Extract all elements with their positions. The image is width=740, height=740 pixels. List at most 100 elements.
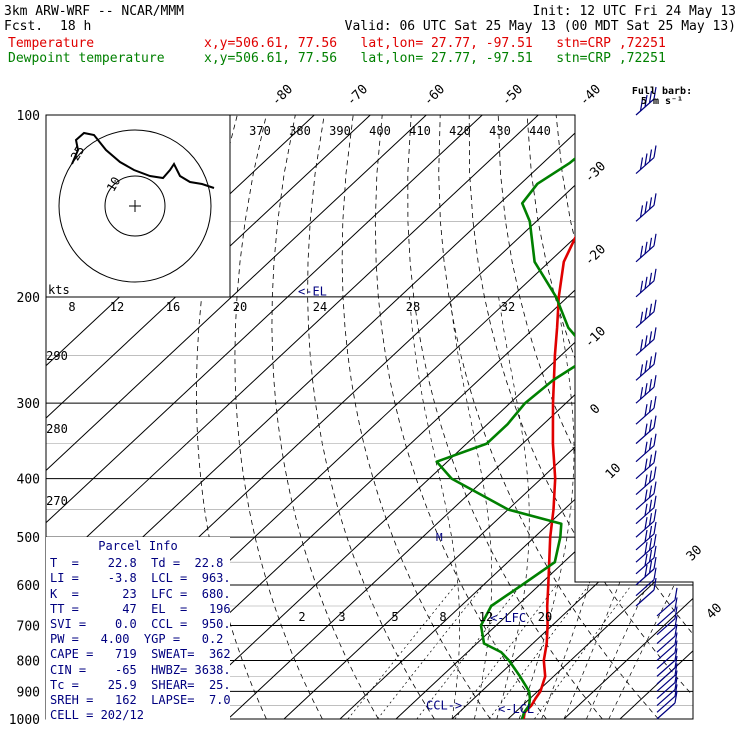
wind-barb-feather	[648, 560, 653, 574]
parcel-info-row: CIN = -65 HWBZ= 3638.	[50, 662, 231, 677]
isotherm-label: -40	[577, 82, 604, 109]
init-time: Init: 12 UTC Fri 24 May 13	[532, 4, 737, 19]
isotherm-line	[507, 115, 693, 720]
wind-barb-feather	[653, 352, 657, 365]
wind-barb-staff	[656, 659, 676, 677]
wind-barb	[635, 268, 657, 298]
wind-barb	[635, 521, 657, 551]
moist-adiabat-line	[563, 296, 693, 720]
hodo-ring-label-25: 25	[68, 143, 87, 163]
mixing-ratio-line	[347, 584, 456, 720]
theta-label: 440	[529, 124, 551, 138]
isotherm-line	[227, 115, 693, 720]
mixing-ratio-label: 2	[298, 610, 305, 624]
wind-barb	[656, 663, 678, 692]
wind-barb	[635, 534, 657, 563]
wind-barb-feather	[653, 495, 657, 508]
level-label-el: <-EL	[298, 285, 327, 299]
wind-barb-feather	[653, 145, 657, 158]
wind-barb-feather	[644, 276, 648, 289]
wind-barb-feather	[653, 567, 657, 580]
isotherm-label: 40	[704, 601, 726, 623]
wind-barb-staff	[656, 644, 676, 661]
wind-barb-feather	[639, 339, 644, 352]
parcel-info-row: K = 23 LFC = 680.	[50, 586, 231, 601]
pressure-tick-label: 900	[17, 685, 40, 700]
parcel-info-row: T = 22.8 Td = 22.8	[50, 556, 224, 571]
moist-adiabat-line	[608, 296, 693, 720]
wind-barb-feather	[644, 474, 648, 487]
hodo-speed-label: 8	[68, 300, 75, 314]
dry-adiabat-line	[642, 115, 693, 720]
wind-barb-feather	[653, 268, 657, 281]
isotherm-line	[339, 115, 693, 720]
wind-barb	[635, 352, 657, 381]
wind-barb-feather	[639, 98, 644, 112]
pressure-tick-label: 700	[17, 619, 40, 634]
isotherm-label: -80	[269, 82, 296, 109]
wind-barb	[635, 327, 657, 356]
isotherm-label: -10	[582, 324, 609, 351]
moist-adiabat-line	[496, 296, 530, 720]
forecast-label: Fcst.	[4, 19, 44, 34]
wind-barb-feather	[644, 529, 648, 543]
wind-barb	[656, 597, 678, 626]
valid-time: Valid: 06 UTC Sat 25 May 13 (00 MDT Sat …	[344, 19, 736, 34]
pressure-tick-label: 100	[17, 109, 40, 124]
isotherm-label: -60	[421, 82, 448, 109]
hodo-speed-label: 32	[501, 300, 515, 314]
wind-barb-feather	[639, 245, 644, 258]
wind-barb-feather	[648, 525, 653, 539]
temperature-location-info: x,y=506.61, 77.56 lat,lon= 27.77, -97.51…	[204, 36, 666, 51]
temperature-legend-label: Temperature	[8, 36, 95, 51]
pressure-tick-label: 600	[17, 579, 40, 594]
wind-barb-staff	[656, 689, 676, 706]
wind-barb	[635, 481, 657, 510]
wind-barb	[635, 433, 657, 463]
wind-barb-feather	[653, 577, 657, 591]
wind-barb	[635, 495, 657, 525]
pressure-tick-label: 800	[17, 654, 40, 669]
wind-barb-feather	[644, 441, 648, 454]
dry-adiabat-line	[584, 115, 693, 720]
wind-barb-feather	[653, 327, 657, 340]
moist-adiabat-line	[409, 296, 461, 720]
wind-barb-feather	[644, 404, 648, 417]
parcel-info-row: LI = -3.8 LCL = 963.	[50, 571, 231, 586]
wind-barb-staff	[656, 695, 676, 713]
wind-barb	[656, 648, 678, 677]
isotherm-line	[563, 115, 693, 720]
isotherm-line	[451, 115, 693, 720]
wind-barb-feather	[648, 331, 653, 344]
wind-barb-feather	[653, 509, 657, 522]
wind-barb-feather	[674, 640, 678, 653]
isotherm-label: 0	[587, 401, 603, 417]
wind-barb-feather	[644, 489, 648, 502]
dry-adiabat-line	[701, 115, 740, 719]
theta-label: 380	[289, 124, 311, 138]
wind-barb-feather	[653, 433, 657, 446]
pressure-tick-label: 1000	[9, 713, 40, 728]
hodo-speed-label: 16	[166, 300, 180, 314]
wind-barb-feather	[644, 383, 648, 396]
wind-barb-feather	[648, 303, 653, 316]
mixing-ratio-line	[377, 584, 484, 720]
hodo-ring-label-10: 10	[104, 174, 123, 194]
wind-barb	[635, 233, 657, 263]
theta-label: 430	[489, 124, 511, 138]
theta-label: 390	[329, 124, 351, 138]
level-label-ccl: CCL->	[426, 699, 462, 713]
wind-barb-feather	[674, 624, 678, 637]
level-marker: M	[436, 531, 443, 544]
mixing-ratio-line	[454, 584, 557, 720]
moist-adiabat-line	[449, 296, 493, 720]
dry-adiabat-line	[671, 115, 693, 720]
wind-barb-feather	[644, 335, 648, 348]
wind-barb-staff	[656, 667, 676, 685]
wind-barb-feather	[644, 307, 648, 320]
dry-adiabat-label: 290	[46, 349, 68, 363]
wind-barb	[656, 632, 678, 661]
wind-barb	[635, 577, 657, 607]
wind-barb-feather	[648, 437, 653, 450]
wind-barb	[656, 684, 678, 713]
